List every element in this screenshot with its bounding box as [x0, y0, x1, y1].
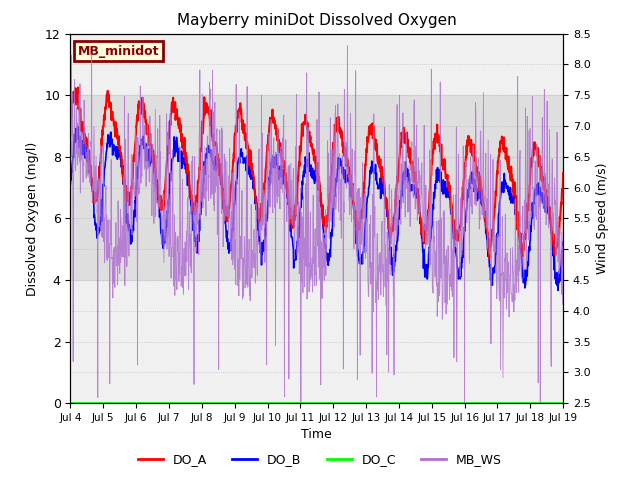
X-axis label: Time: Time: [301, 429, 332, 442]
Y-axis label: Dissolved Oxygen (mg/l): Dissolved Oxygen (mg/l): [26, 141, 39, 296]
Y-axis label: Wind Speed (m/s): Wind Speed (m/s): [596, 163, 609, 274]
Legend: DO_A, DO_B, DO_C, MB_WS: DO_A, DO_B, DO_C, MB_WS: [133, 448, 507, 471]
Title: Mayberry miniDot Dissolved Oxygen: Mayberry miniDot Dissolved Oxygen: [177, 13, 457, 28]
Text: MB_minidot: MB_minidot: [78, 45, 159, 58]
Bar: [70, 95, 563, 280]
